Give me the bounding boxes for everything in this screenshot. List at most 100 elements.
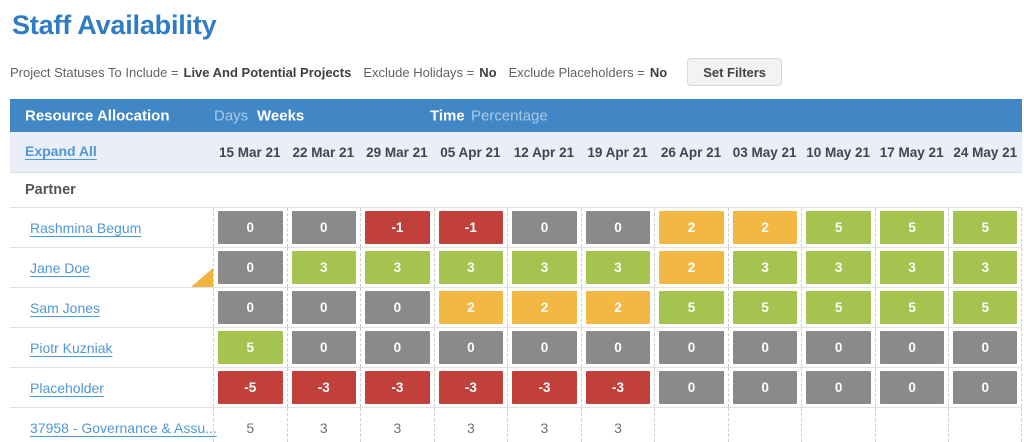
gray-allocation-badge: 0: [512, 211, 577, 244]
filter-value-project-statuses: Live And Potential Projects: [183, 64, 352, 80]
red-allocation-badge: -1: [438, 211, 504, 244]
person-name-link[interactable]: Sam Jones: [30, 299, 101, 316]
value-cell: 0: [213, 288, 287, 327]
value-cell: 3: [360, 248, 434, 287]
value-cell: 3: [360, 408, 434, 442]
value-cell: 3: [433, 248, 508, 287]
row-name-cell: Placeholder: [10, 368, 213, 407]
value-cell: 0: [801, 368, 875, 407]
value-cell: 3: [286, 408, 361, 442]
value-cell: 3: [580, 248, 655, 287]
gray-allocation-badge: 0: [806, 331, 871, 364]
gray-allocation-badge: 0: [218, 251, 283, 284]
table-header-row: Expand All 15 Mar 21 22 Mar 21 29 Mar 21 05…: [10, 132, 1022, 173]
value-cell: -3: [580, 368, 655, 407]
filter-label-exclude-placeholders: Exclude Placeholders =: [508, 64, 645, 80]
gray-allocation-badge: 0: [218, 211, 283, 244]
value-cell: 0: [286, 288, 361, 327]
value-cell: [654, 408, 728, 442]
toggle-percentage[interactable]: Percentage: [471, 107, 548, 124]
red-allocation-badge: -3: [438, 371, 504, 404]
gray-allocation-badge: 0: [585, 331, 651, 364]
value-cell: 0: [654, 368, 728, 407]
row-name-cell: Sam Jones: [10, 288, 213, 327]
value-cell: 0: [507, 208, 581, 247]
gray-allocation-badge: 0: [659, 371, 724, 404]
table-row: Jane Doe 0 3 3 3 3 3 2 3 3 3 3: [10, 248, 1022, 288]
green-allocation-badge: 3: [512, 251, 577, 284]
project-name-link[interactable]: 37958 - Governance & Assu...: [30, 419, 217, 436]
value-cell: 2: [654, 248, 728, 287]
value-cell: -3: [507, 368, 581, 407]
column-header: 12 Apr 21: [513, 144, 575, 160]
value-cell: 0: [507, 328, 581, 367]
column-header: 26 Apr 21: [660, 144, 722, 160]
plain-value: 3: [393, 419, 402, 436]
toolbar-title: Resource Allocation: [25, 107, 170, 124]
value-cell: 0: [801, 328, 875, 367]
gray-allocation-badge: 0: [732, 371, 798, 404]
value-cell: 0: [580, 208, 655, 247]
table-body: Rashmina Begum 0 0 -1 -1 0 0 2 2 5 5 5 Jane Doe 0 3 3 3 3…: [10, 208, 1022, 442]
filter-label-exclude-holidays: Exclude Holidays =: [363, 64, 475, 80]
row-name-cell: 37958 - Governance & Assu...: [10, 408, 217, 442]
toggle-time[interactable]: Time: [430, 107, 465, 124]
column-header: 29 Mar 21: [366, 144, 428, 160]
red-allocation-badge: -1: [365, 211, 430, 244]
value-cell: 0: [948, 368, 1022, 407]
gray-allocation-badge: 0: [365, 331, 430, 364]
green-allocation-badge: 5: [806, 211, 871, 244]
value-cell: 2: [654, 208, 728, 247]
gray-allocation-badge: 0: [218, 291, 283, 324]
green-allocation-badge: 3: [879, 251, 945, 284]
table-row: Placeholder -5 -3 -3 -3 -3 -3 0 0 0 0 0: [10, 368, 1022, 408]
value-cell: 5: [801, 208, 875, 247]
value-cell: 5: [213, 328, 287, 367]
filter-value-exclude-placeholders: No: [649, 64, 668, 80]
filter-label-project-statuses: Project Statuses To Include =: [10, 64, 179, 80]
value-cell: 0: [727, 368, 802, 407]
value-cell: 2: [727, 208, 802, 247]
yellow-allocation-badge: 2: [659, 251, 724, 284]
value-cell: 0: [948, 328, 1022, 367]
green-allocation-badge: 3: [291, 251, 357, 284]
green-allocation-badge: 5: [806, 291, 871, 324]
toggle-days[interactable]: Days: [214, 107, 249, 124]
value-cell: 3: [286, 248, 361, 287]
gray-allocation-badge: 0: [879, 331, 945, 364]
column-header: 10 May 21: [806, 144, 871, 160]
value-cell: 0: [213, 248, 287, 287]
column-header: 19 Apr 21: [587, 144, 648, 160]
person-name-link[interactable]: Piotr Kuzniak: [30, 339, 113, 356]
person-name-link[interactable]: Rashmina Begum: [30, 219, 142, 236]
value-cell: 2: [433, 288, 508, 327]
gray-allocation-badge: 0: [365, 291, 430, 324]
value-cell: 3: [874, 248, 949, 287]
column-header: 03 May 21: [732, 144, 797, 160]
toggle-weeks[interactable]: Weeks: [257, 107, 305, 124]
column-header: 22 Mar 21: [292, 144, 355, 160]
person-name-link[interactable]: Placeholder: [30, 379, 104, 396]
gray-allocation-badge: 0: [585, 211, 651, 244]
value-cell: 0: [654, 328, 728, 367]
table-row: 37958 - Governance & Assu... 5 3 3 3 3 3: [10, 408, 1022, 442]
expand-all-link[interactable]: Expand All: [25, 143, 97, 159]
set-filters-button[interactable]: Set Filters: [687, 58, 783, 86]
value-cell: 0: [580, 328, 655, 367]
value-cell: 0: [874, 368, 949, 407]
person-name-link[interactable]: Jane Doe: [30, 259, 90, 276]
red-allocation-badge: -3: [585, 371, 651, 404]
value-cell: 3: [507, 408, 581, 442]
value-cell: 0: [874, 328, 949, 367]
plain-value: 3: [614, 419, 622, 436]
yellow-allocation-badge: 2: [512, 291, 577, 324]
value-cell: 0: [433, 328, 508, 367]
plain-value: 3: [319, 419, 328, 436]
value-cell: 5: [874, 288, 949, 327]
gray-allocation-badge: 0: [659, 331, 724, 364]
value-cell: [874, 408, 949, 442]
green-allocation-badge: 5: [218, 331, 283, 364]
value-cell: 5: [801, 288, 875, 327]
value-cell: 0: [213, 208, 287, 247]
column-header: 15 Mar 21: [218, 144, 281, 160]
